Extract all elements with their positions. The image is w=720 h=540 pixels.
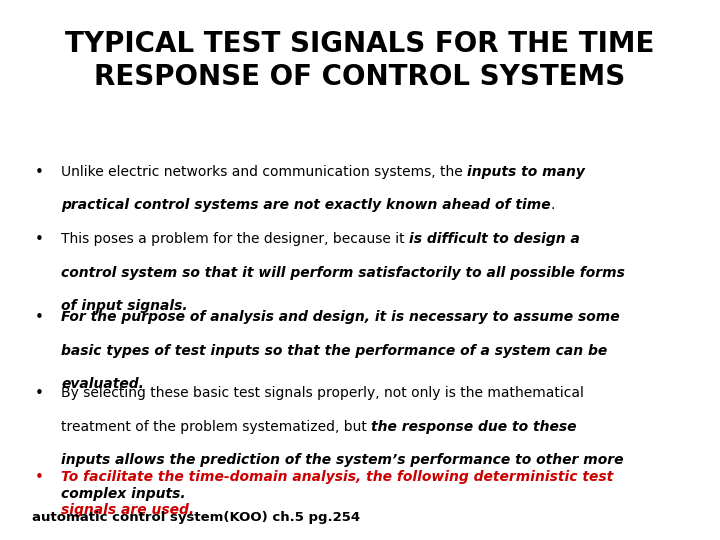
Text: control system so that it will perform satisfactorily to all possible forms: control system so that it will perform s… [61,266,625,280]
Text: basic types of test inputs so that the performance of a system can be: basic types of test inputs so that the p… [61,344,608,358]
Text: •: • [35,232,44,247]
Text: is difficult to design a: is difficult to design a [409,232,580,246]
Text: automatic control system(KOO) ch.5 pg.254: automatic control system(KOO) ch.5 pg.25… [32,511,361,524]
Text: evaluated.: evaluated. [61,377,144,392]
Text: practical control systems are not exactly known ahead of time: practical control systems are not exactl… [61,198,551,212]
Text: •: • [35,310,44,326]
Text: complex inputs.: complex inputs. [61,487,186,501]
Text: TYPICAL TEST SIGNALS FOR THE TIME
RESPONSE OF CONTROL SYSTEMS: TYPICAL TEST SIGNALS FOR THE TIME RESPON… [66,30,654,91]
Text: By selecting these basic test signals properly, not only is the mathematical: By selecting these basic test signals pr… [61,386,584,400]
Text: of input signals.: of input signals. [61,299,188,313]
Text: For the purpose of analysis and design, it is necessary to assume some: For the purpose of analysis and design, … [61,310,620,325]
Text: .: . [551,198,555,212]
Text: the response due to these: the response due to these [372,420,577,434]
Text: Unlike electric networks and communication systems, the: Unlike electric networks and communicati… [61,165,467,179]
Text: •: • [35,470,44,485]
Text: This poses a problem for the designer, because it: This poses a problem for the designer, b… [61,232,409,246]
Text: To facilitate the time-domain analysis, the following deterministic test: To facilitate the time-domain analysis, … [61,470,613,484]
Text: inputs to many: inputs to many [467,165,585,179]
Text: treatment of the problem systematized, but: treatment of the problem systematized, b… [61,420,372,434]
Text: •: • [35,386,44,401]
Text: inputs allows the prediction of the system’s performance to other more: inputs allows the prediction of the syst… [61,453,624,467]
Text: •: • [35,165,44,180]
Text: signals are used.: signals are used. [61,503,194,517]
